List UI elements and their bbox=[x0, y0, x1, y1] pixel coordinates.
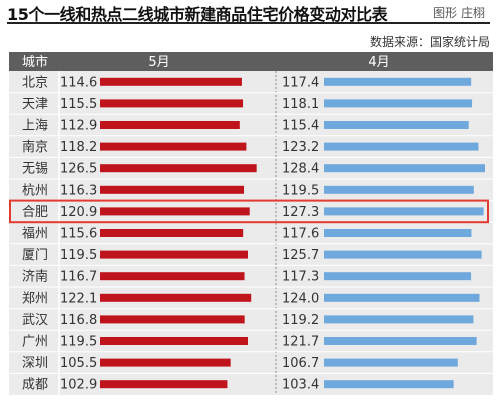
may-value-label: 120.9 bbox=[60, 205, 97, 220]
may-bar bbox=[100, 99, 244, 108]
may-value-label: 116.7 bbox=[60, 270, 97, 285]
april-value-label: 125.7 bbox=[282, 248, 319, 263]
may-bar bbox=[100, 358, 231, 367]
city-label: 天津 bbox=[22, 97, 48, 112]
city-label: 南京 bbox=[22, 139, 48, 155]
may-value-label: 119.5 bbox=[60, 335, 97, 350]
april-bar bbox=[324, 164, 485, 173]
may-value-label: 116.3 bbox=[60, 183, 97, 198]
april-bar bbox=[324, 250, 482, 259]
april-bar bbox=[324, 337, 477, 345]
may-value-label: 114.6 bbox=[60, 75, 97, 90]
graphic-credit: 图形 庄栩 bbox=[433, 6, 485, 20]
april-value-label: 118.1 bbox=[282, 97, 319, 112]
april-value-label: 124.0 bbox=[282, 291, 319, 306]
chart-title: 15个一线和热点二线城市新建商品住宅价格变动对比表 bbox=[7, 5, 388, 24]
april-bar bbox=[324, 77, 472, 86]
april-bar bbox=[324, 229, 472, 237]
april-value-label: 117.4 bbox=[282, 75, 319, 90]
may-bar bbox=[100, 250, 248, 259]
city-label: 深圳 bbox=[22, 356, 48, 371]
city-label: 成都 bbox=[22, 378, 48, 393]
city-label: 福州 bbox=[22, 227, 48, 242]
may-value-label: 118.2 bbox=[60, 140, 97, 155]
april-bar bbox=[324, 142, 479, 151]
bar-chart: 城市 5月 4月 北京 114.6 117.4 天津 115.5 118.1 上海 112.9… bbox=[9, 52, 493, 395]
april-bar bbox=[324, 315, 474, 324]
highlight-box bbox=[9, 199, 489, 224]
may-bar bbox=[100, 315, 245, 324]
april-value-label: 115.4 bbox=[282, 119, 319, 134]
city-label: 济南 bbox=[22, 269, 48, 285]
data-source: 数据来源：国家统计局 bbox=[369, 35, 490, 49]
may-bar bbox=[100, 121, 240, 129]
may-bar bbox=[100, 207, 250, 216]
city-label: 上海 bbox=[22, 119, 48, 134]
april-bar bbox=[324, 272, 472, 281]
may-value-label: 116.8 bbox=[60, 313, 97, 328]
may-value-label: 115.5 bbox=[60, 97, 97, 112]
may-bar bbox=[100, 337, 248, 345]
chart-area: 城市 5月 4月 北京 114.6 117.4 天津 115.5 118.1 上海 112.9… bbox=[9, 52, 493, 395]
city-label: 武汉 bbox=[22, 313, 48, 328]
april-value-label: 117.3 bbox=[282, 270, 319, 285]
april-bar bbox=[324, 99, 473, 108]
april-value-label: 106.7 bbox=[282, 356, 319, 371]
may-value-label: 112.9 bbox=[60, 119, 97, 134]
may-series-header: 5月 bbox=[148, 55, 169, 70]
april-bar bbox=[324, 121, 469, 129]
may-value-label: 105.5 bbox=[60, 356, 97, 371]
may-bar bbox=[100, 142, 247, 151]
may-bar bbox=[100, 229, 244, 237]
april-bar bbox=[324, 207, 484, 216]
may-value-label: 115.6 bbox=[60, 227, 97, 242]
april-value-label: 127.3 bbox=[282, 205, 319, 220]
city-label: 无锡 bbox=[22, 162, 48, 177]
may-bar bbox=[100, 272, 245, 281]
city-label: 杭州 bbox=[22, 183, 48, 198]
april-value-label: 123.2 bbox=[282, 140, 319, 155]
may-bar bbox=[100, 293, 252, 302]
april-value-label: 103.4 bbox=[282, 378, 319, 393]
april-series-header: 4月 bbox=[368, 55, 389, 70]
april-bar bbox=[324, 358, 458, 367]
city-label: 郑州 bbox=[22, 291, 48, 306]
april-value-label: 117.6 bbox=[282, 227, 319, 242]
city-label: 广州 bbox=[22, 335, 48, 350]
april-value-label: 121.7 bbox=[282, 335, 319, 350]
april-bar bbox=[324, 293, 480, 302]
may-value-label: 126.5 bbox=[60, 162, 97, 177]
table-header-bar bbox=[9, 52, 493, 71]
may-bar bbox=[100, 380, 228, 389]
april-bar bbox=[324, 185, 474, 194]
april-bar bbox=[324, 380, 454, 389]
may-value-label: 122.1 bbox=[60, 291, 97, 306]
april-value-label: 119.5 bbox=[282, 183, 319, 198]
title-underline bbox=[7, 22, 490, 24]
city-label: 厦门 bbox=[22, 248, 48, 263]
may-bar bbox=[100, 164, 257, 173]
april-value-label: 119.2 bbox=[282, 313, 319, 328]
may-bar bbox=[100, 185, 245, 194]
city-label: 合肥 bbox=[22, 205, 48, 220]
may-bar bbox=[100, 77, 242, 86]
city-column-header: 城市 bbox=[22, 54, 48, 70]
april-value-label: 128.4 bbox=[282, 162, 319, 177]
may-value-label: 102.9 bbox=[60, 378, 97, 393]
may-value-label: 119.5 bbox=[60, 248, 97, 263]
city-label: 北京 bbox=[22, 75, 48, 90]
